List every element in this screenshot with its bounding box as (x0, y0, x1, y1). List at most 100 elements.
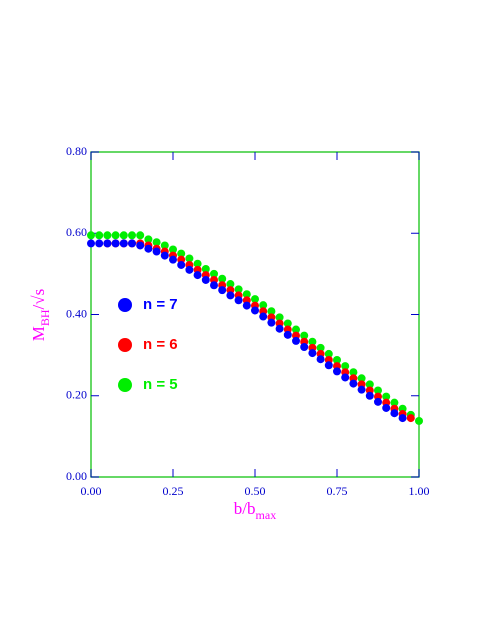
y-tick-label: 0.60 (66, 225, 87, 239)
point (382, 392, 391, 401)
point (177, 260, 186, 269)
point (308, 337, 317, 346)
point (324, 361, 333, 370)
point (201, 275, 210, 284)
point (251, 295, 259, 304)
x-tick-label: 1.00 (409, 484, 430, 498)
point (365, 380, 374, 389)
point (275, 313, 284, 322)
point (103, 239, 112, 248)
legend-label: n = 5 (143, 376, 178, 393)
legend-marker (118, 378, 132, 392)
y-tick-label: 0.00 (66, 469, 87, 483)
point (193, 271, 202, 280)
legend-label: n = 7 (143, 296, 178, 313)
point (316, 343, 325, 352)
point (160, 241, 169, 250)
point (390, 398, 399, 407)
y-tick-label: 0.20 (66, 388, 87, 402)
point (283, 330, 292, 339)
point (251, 306, 259, 315)
point (398, 414, 407, 423)
x-tick-label: 0.50 (245, 484, 266, 498)
point (300, 331, 309, 340)
point (128, 231, 136, 240)
point (95, 239, 104, 248)
point (111, 239, 120, 248)
point (87, 239, 95, 248)
plot-frame (90, 151, 420, 478)
point (169, 245, 177, 254)
point (152, 238, 161, 247)
point (341, 362, 350, 371)
x-tick-label: 0.00 (81, 484, 102, 498)
point (390, 409, 399, 418)
point (119, 239, 128, 248)
point (333, 356, 341, 364)
point (144, 244, 153, 253)
point (316, 355, 325, 364)
point (111, 231, 120, 240)
x-label-sub: max (256, 508, 277, 522)
point (357, 385, 366, 394)
y-label-sub: BH (38, 309, 52, 326)
point (144, 235, 153, 244)
point (341, 373, 350, 382)
point (201, 265, 210, 273)
point (259, 301, 268, 310)
legend-marker (118, 338, 132, 352)
point (267, 307, 276, 316)
point (193, 259, 202, 268)
point (365, 391, 374, 400)
point (349, 379, 358, 388)
x-tick-label: 0.25 (163, 484, 184, 498)
point (226, 280, 235, 289)
point (382, 403, 391, 412)
point (160, 251, 169, 260)
point (210, 281, 218, 290)
point (218, 274, 227, 283)
point (136, 231, 145, 240)
point (218, 286, 227, 295)
point (242, 290, 251, 299)
y-tick-label: 0.80 (66, 144, 87, 158)
point (300, 343, 309, 351)
point (210, 269, 218, 278)
legend-marker (118, 298, 132, 312)
legend-label: n = 6 (143, 336, 178, 353)
point (152, 247, 161, 256)
point (406, 414, 415, 423)
point (333, 367, 341, 376)
y-label-main: M (29, 326, 48, 341)
point (128, 239, 136, 248)
point (374, 386, 382, 395)
point (283, 319, 292, 328)
point (267, 318, 276, 327)
y-label-tail: /√s (29, 289, 48, 310)
point (292, 336, 300, 345)
point (185, 254, 194, 263)
point (324, 349, 333, 358)
x-axis-label: b/bmax (234, 499, 276, 522)
point (308, 349, 317, 358)
point (87, 231, 95, 240)
point (119, 231, 128, 240)
point (349, 368, 358, 377)
point (226, 291, 235, 300)
point (415, 416, 423, 425)
point (103, 231, 112, 240)
point (177, 249, 186, 258)
point (242, 301, 251, 310)
point (95, 231, 104, 240)
point (292, 325, 300, 334)
point (234, 285, 243, 294)
point (234, 296, 243, 305)
point (374, 397, 382, 406)
point (185, 265, 194, 274)
y-tick-label: 0.40 (66, 306, 87, 320)
point (357, 374, 366, 383)
point (169, 255, 177, 264)
point (136, 241, 145, 250)
